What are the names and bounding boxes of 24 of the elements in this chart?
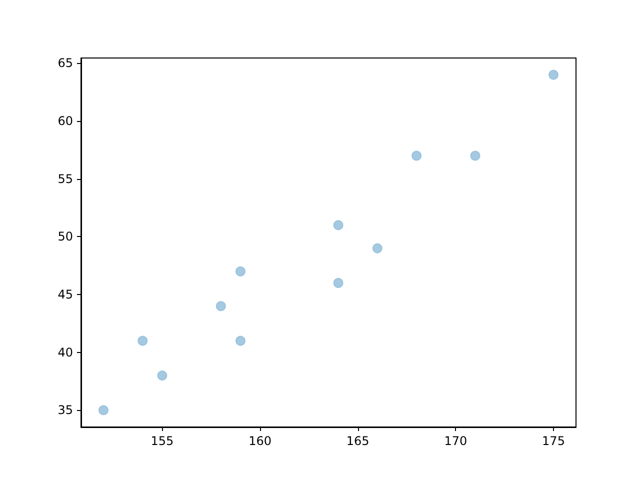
x-tick-label: 160 [248,434,272,448]
x-tick-label: 170 [444,434,468,448]
point [333,278,344,288]
point [216,301,226,312]
y-tick-label: 40 [58,345,73,360]
point [372,243,382,254]
y-tick-label: 60 [58,114,73,128]
point [98,405,108,416]
x-tick-label: 165 [346,434,370,448]
y-tick-label: 35 [58,403,73,418]
point [138,336,148,346]
x-tick-label: 175 [542,434,565,448]
point [235,336,246,346]
y-tick-label: 55 [58,172,73,186]
y-tick-label: 65 [58,56,73,70]
y-tick-label: 45 [58,288,73,302]
point [157,370,168,381]
y-tick-label: 50 [58,230,73,244]
point [333,220,344,230]
point [412,150,422,161]
point [235,266,246,276]
point [548,70,558,80]
point [470,150,480,161]
x-tick-label: 155 [150,434,174,448]
